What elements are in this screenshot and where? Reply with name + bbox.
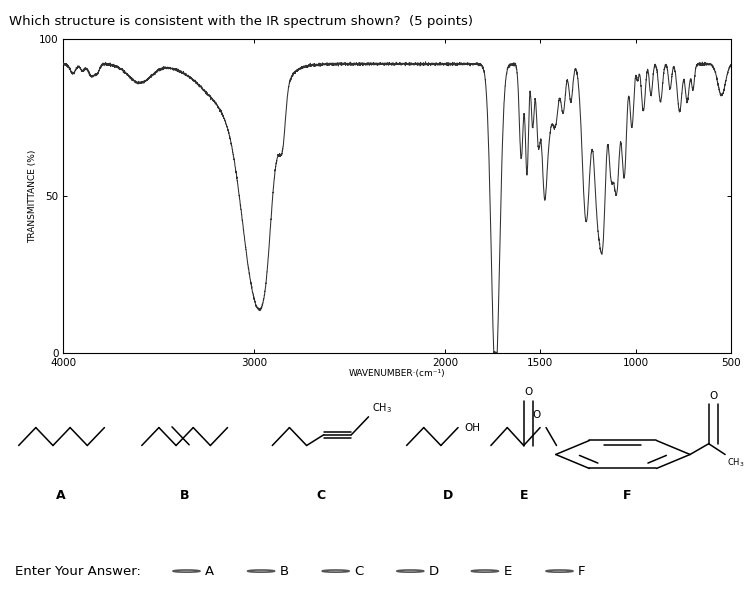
Text: A: A bbox=[57, 489, 66, 502]
X-axis label: WAVENUMBER·(cm⁻¹): WAVENUMBER·(cm⁻¹) bbox=[349, 369, 445, 378]
Text: CH$_3$: CH$_3$ bbox=[372, 401, 392, 415]
Text: F: F bbox=[622, 489, 631, 502]
Y-axis label: TRANSMITTANCE (%): TRANSMITTANCE (%) bbox=[28, 149, 37, 243]
Text: O: O bbox=[709, 390, 718, 401]
Text: Enter Your Answer:: Enter Your Answer: bbox=[15, 565, 141, 578]
Text: B: B bbox=[280, 565, 289, 578]
Text: D: D bbox=[442, 489, 453, 502]
Text: O: O bbox=[524, 387, 533, 397]
Text: A: A bbox=[205, 565, 214, 578]
Text: Which structure is consistent with the IR spectrum shown?  (5 points): Which structure is consistent with the I… bbox=[9, 15, 473, 28]
Text: CH$_3$: CH$_3$ bbox=[727, 456, 745, 469]
Text: B: B bbox=[180, 489, 189, 502]
Text: C: C bbox=[316, 489, 325, 502]
Text: C: C bbox=[354, 565, 363, 578]
Text: OH: OH bbox=[464, 423, 480, 432]
Text: E: E bbox=[519, 489, 528, 502]
Text: F: F bbox=[578, 565, 586, 578]
Text: O: O bbox=[532, 410, 541, 420]
Text: E: E bbox=[504, 565, 512, 578]
Text: D: D bbox=[429, 565, 439, 578]
